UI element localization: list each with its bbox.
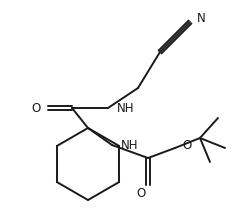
Text: O: O (32, 101, 41, 115)
Text: N: N (197, 12, 206, 26)
Text: NH: NH (121, 139, 138, 151)
Text: O: O (182, 139, 191, 151)
Text: NH: NH (117, 101, 135, 115)
Text: O: O (136, 186, 146, 200)
